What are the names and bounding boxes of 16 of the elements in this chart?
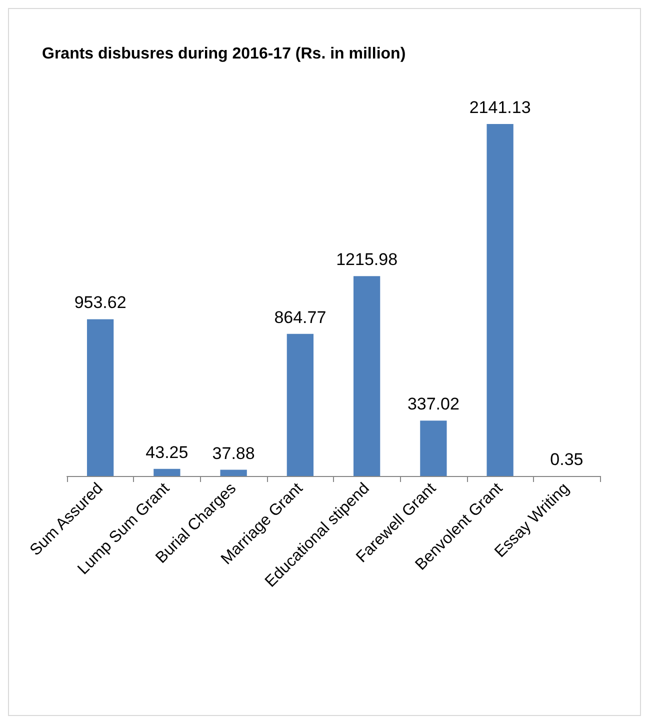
- data-label: 337.02: [407, 394, 460, 414]
- data-label: 43.25: [146, 442, 188, 462]
- bar: [154, 468, 180, 476]
- bar: [86, 319, 114, 476]
- chart-title: Grants disbusres during 2016-17 (Rs. in million): [42, 46, 406, 62]
- data-label: 37.88: [212, 444, 255, 463]
- bar: [420, 420, 447, 476]
- data-label: 0.35: [550, 450, 584, 469]
- data-label: 1215.98: [336, 250, 398, 270]
- bar: [286, 334, 314, 476]
- data-label: 2141.13: [469, 98, 531, 117]
- bar: [353, 276, 380, 476]
- data-label: 864.77: [274, 308, 326, 327]
- bar: [220, 470, 247, 476]
- data-label: 953.62: [74, 293, 126, 312]
- bar: [486, 124, 514, 476]
